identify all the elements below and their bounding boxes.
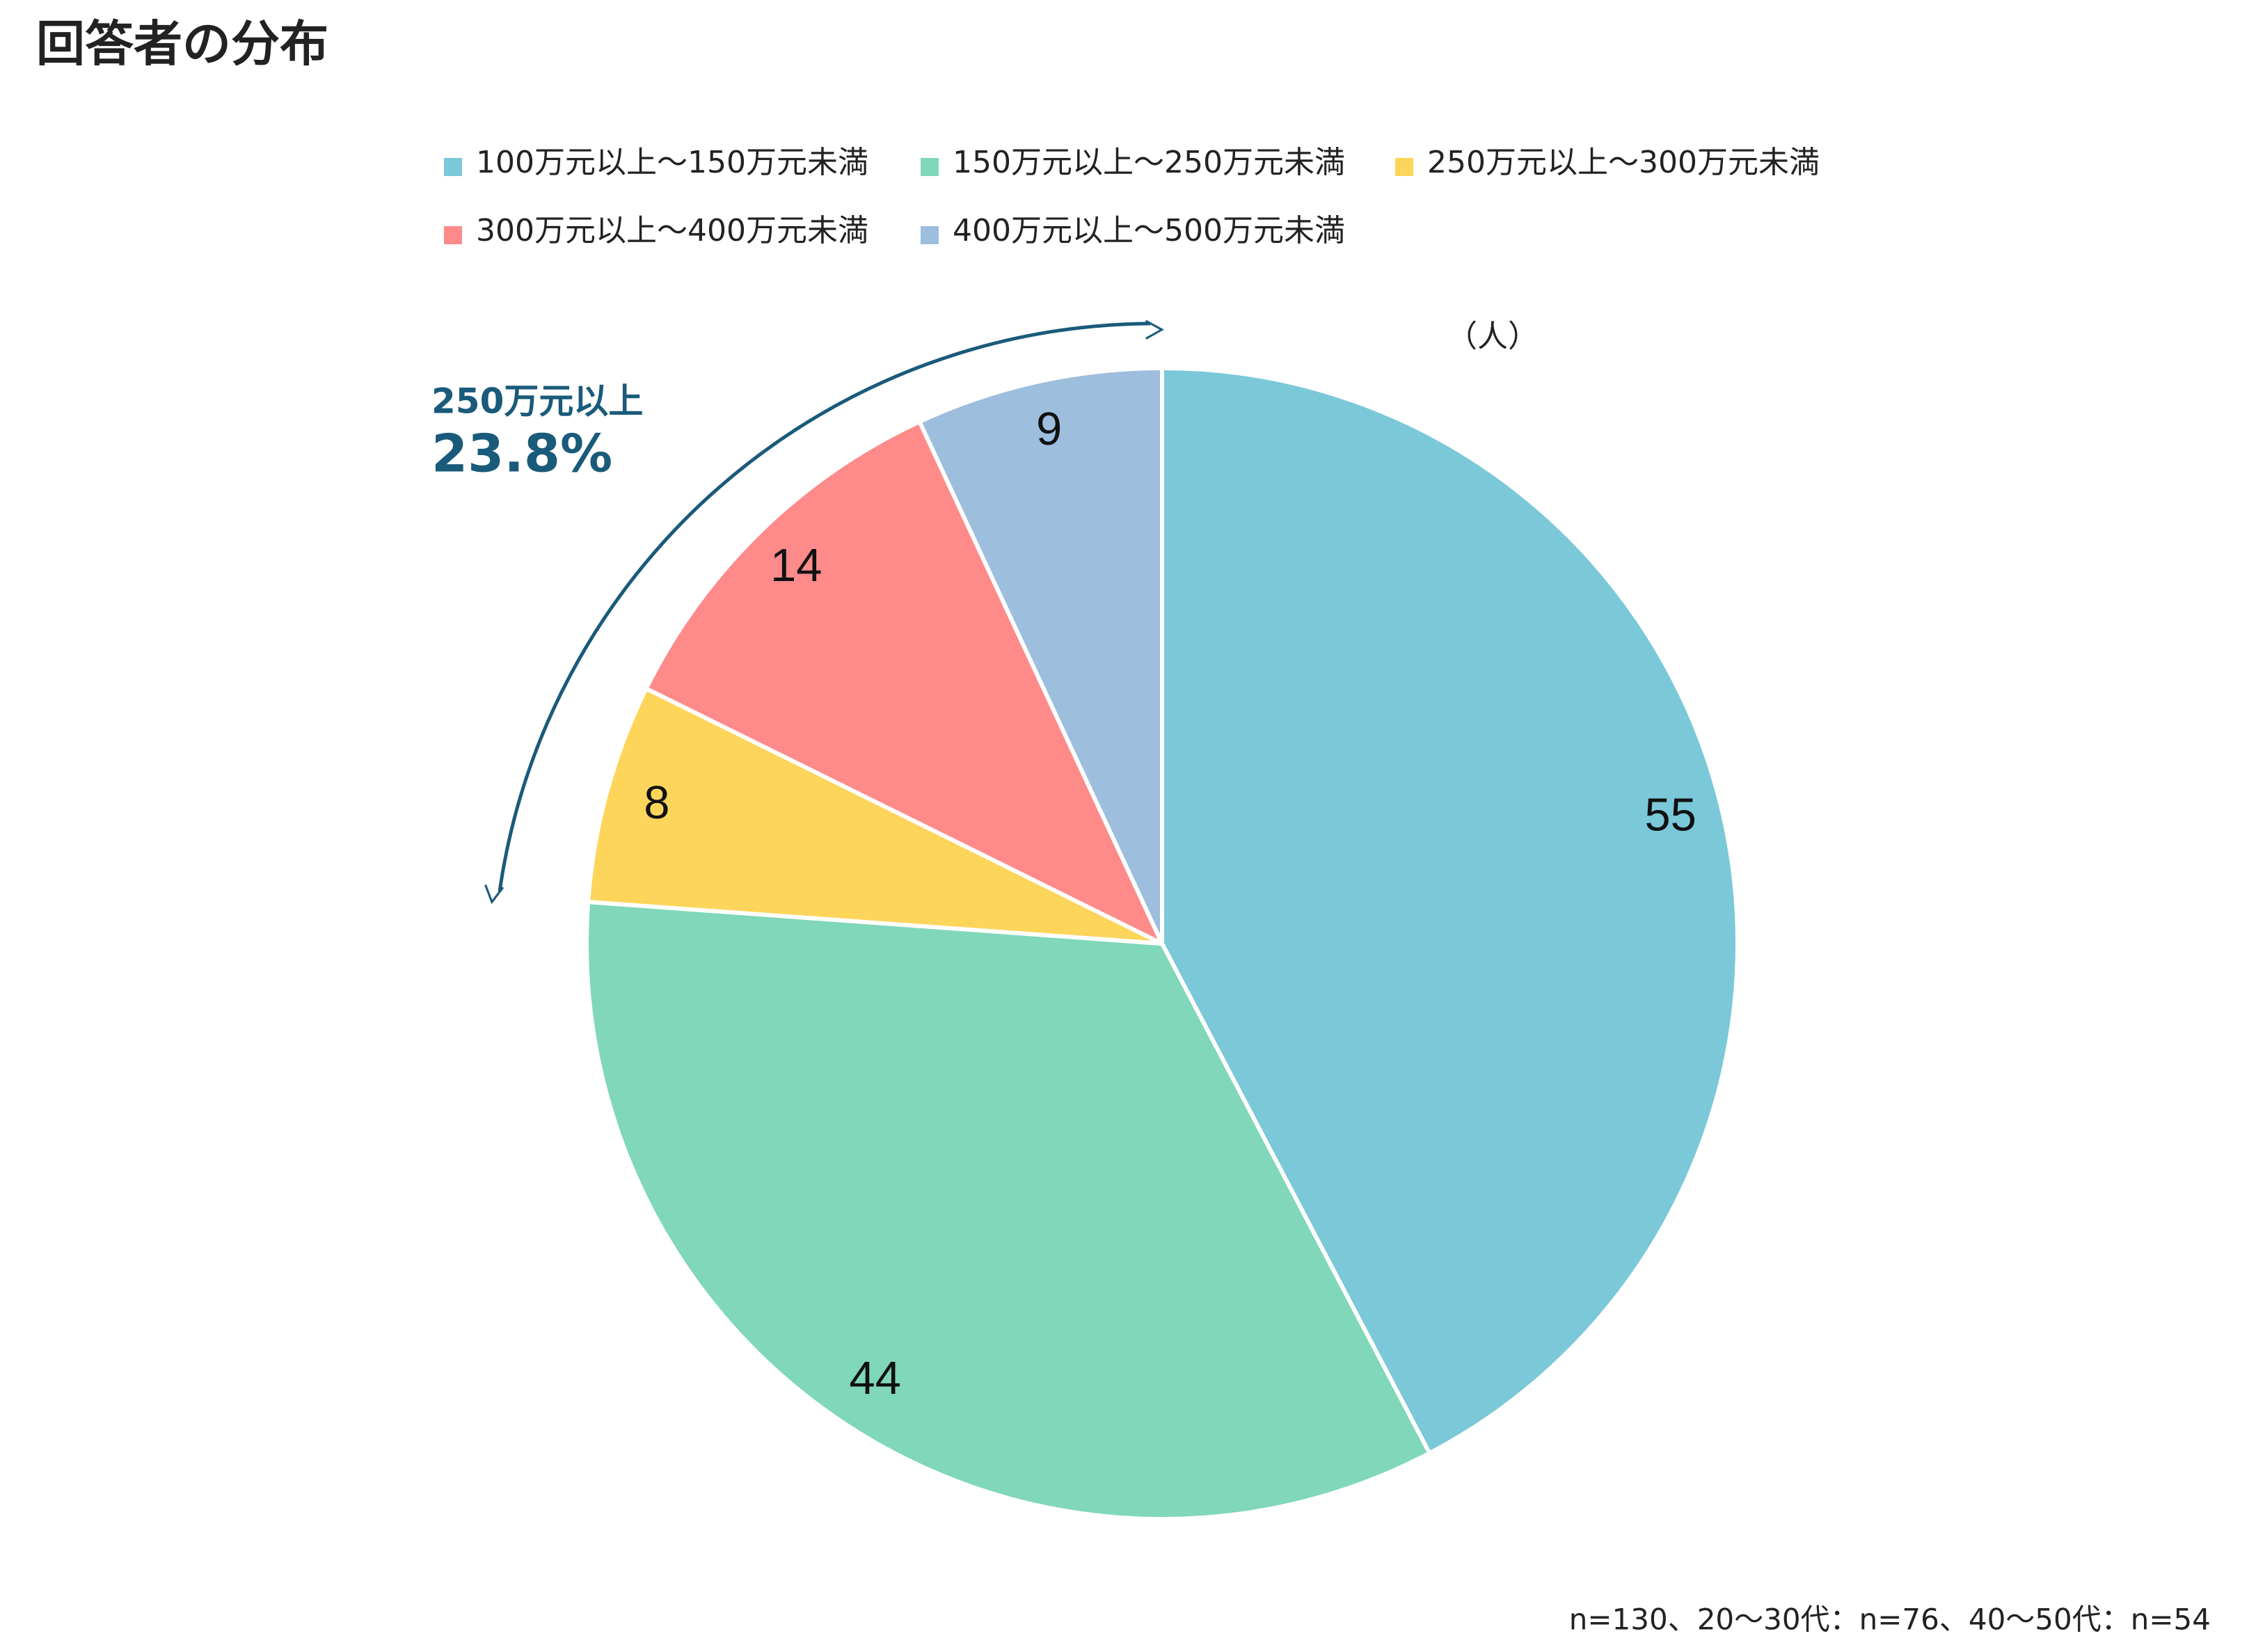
legend-marker: [1395, 158, 1413, 176]
pie-slice: [585, 899, 1433, 1521]
legend-label: 400万元以上～500万元未満: [953, 213, 1345, 248]
chart-title: 回答者の分布: [36, 15, 328, 72]
unit-label: （人）: [1447, 319, 1539, 354]
legend-marker: [921, 158, 939, 176]
pie-slice: [1160, 365, 1740, 1456]
legend-label: 250万元以上～300万元未満: [1427, 145, 1820, 180]
data-label: 9: [1036, 403, 1062, 455]
annotation-arrow: [484, 319, 1164, 905]
data-label: 44: [849, 1352, 901, 1404]
pie-slice: [643, 419, 1167, 948]
data-label: 55: [1644, 789, 1696, 841]
data-label: 14: [770, 539, 822, 591]
legend-marker: [444, 226, 462, 244]
annotation-label: 250万元以上: [431, 381, 643, 422]
legend-label: 150万元以上～250万元未満: [953, 145, 1345, 180]
data-label: 8: [644, 777, 669, 829]
legend-marker: [921, 226, 939, 244]
legend-label: 300万元以上～400万元未満: [476, 213, 868, 248]
annotation-value: 23.8%: [431, 423, 612, 484]
legend-label: 100万元以上～150万元未満: [476, 145, 868, 180]
legend-marker: [444, 158, 462, 176]
footnote: n=130、20〜30代：n=76、40〜50代：n=54: [1569, 1603, 2211, 1637]
pie-slice: [916, 365, 1164, 945]
pie-slice: [585, 685, 1163, 946]
